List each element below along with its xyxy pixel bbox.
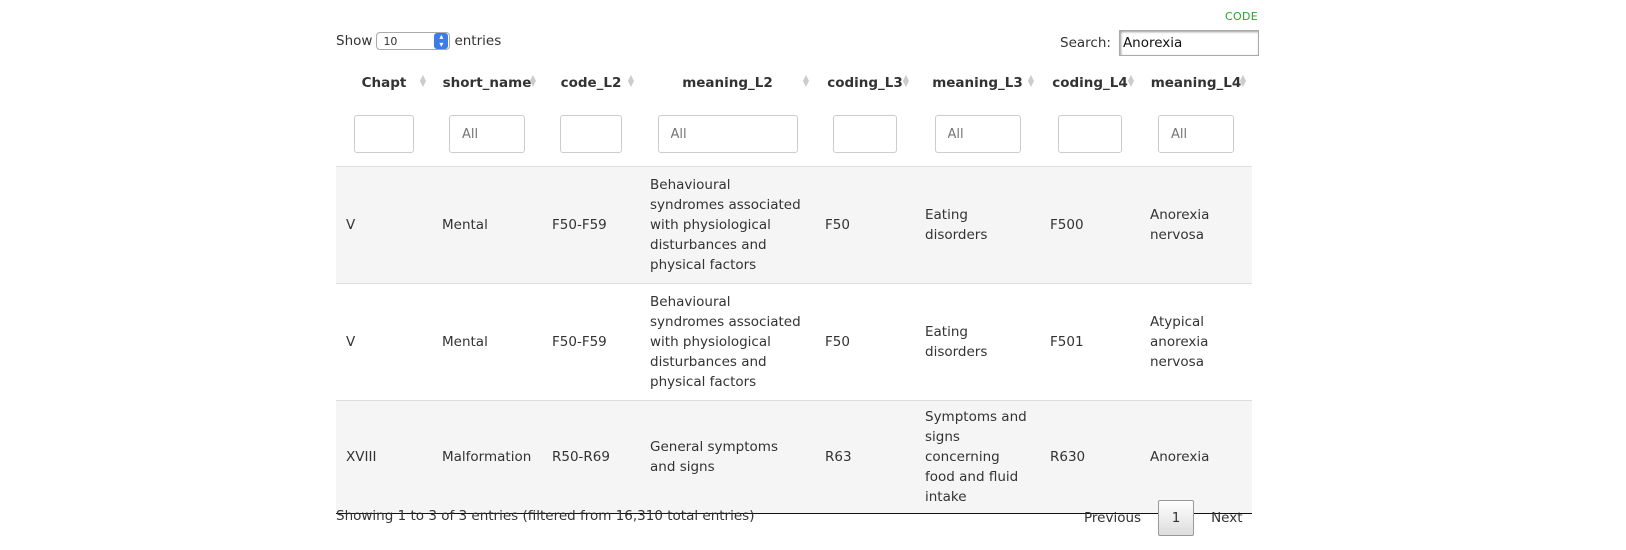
sort-icon: ▲ ▼ — [902, 73, 909, 88]
cell-short-name: Mental — [432, 283, 542, 401]
previous-button[interactable]: Previous — [1084, 510, 1142, 526]
page-1-button[interactable]: 1 — [1158, 500, 1195, 536]
filter-input-meaning-l3[interactable] — [934, 115, 1021, 153]
filter-input-chapt[interactable] — [354, 115, 414, 153]
entries-select-value: 10 — [383, 34, 398, 48]
cell-coding-l4: R630 — [1040, 400, 1140, 514]
column-header-label: coding_L3 — [827, 75, 903, 91]
sort-icon: ▲ ▼ — [419, 73, 426, 88]
cell-meaning-l4: Anorexia nervosa — [1140, 166, 1252, 284]
sort-icon: ▲ ▼ — [1127, 73, 1134, 88]
column-header-label: meaning_L3 — [932, 75, 1023, 91]
table-row[interactable]: V Mental F50-F59 Behavioural syndromes a… — [336, 283, 1252, 401]
cell-meaning-l2: Behavioural syndromes associated with ph… — [640, 283, 815, 401]
table-info: Showing 1 to 3 of 3 entries (filtered fr… — [336, 508, 755, 524]
column-header-chapt[interactable]: Chapt ▲ ▼ — [336, 64, 432, 102]
pagination: Previous 1 Next — [1072, 500, 1255, 536]
column-header-short-name[interactable]: short_name ▲ ▼ — [432, 64, 542, 102]
cell-coding-l4: F501 — [1040, 283, 1140, 401]
select-arrows-icon: ▴ ▾ — [434, 33, 449, 49]
cell-meaning-l4: Anorexia — [1140, 400, 1252, 514]
filter-row — [336, 102, 1252, 167]
column-header-label: meaning_L2 — [682, 75, 773, 91]
cell-code-l2: F50-F59 — [542, 166, 640, 284]
cell-short-name: Malformation — [432, 400, 542, 514]
column-header-label: meaning_L4 — [1150, 75, 1242, 91]
search-box: Search: — [1060, 30, 1259, 56]
column-header-meaning-l3[interactable]: meaning_L3 ▲ ▼ — [915, 64, 1040, 102]
filter-input-code-l2[interactable] — [560, 115, 622, 153]
sort-icon: ▲ ▼ — [529, 73, 536, 88]
cell-meaning-l3: Eating disorders — [915, 283, 1040, 401]
column-header-coding-l4[interactable]: coding_L4 ▲ ▼ — [1040, 64, 1140, 102]
column-header-meaning-l2[interactable]: meaning_L2 ▲ ▼ — [640, 64, 815, 102]
filter-input-coding-l3[interactable] — [833, 115, 897, 153]
search-label: Search: — [1060, 35, 1111, 51]
column-header-label: Chapt — [361, 75, 407, 91]
filter-input-short-name[interactable] — [449, 115, 525, 153]
data-table: Chapt ▲ ▼ short_name ▲ ▼ code_L2 ▲ ▼ meaning_L… — [336, 64, 1252, 514]
cell-meaning-l4: Atypical anorexia nervosa — [1140, 283, 1252, 401]
filter-input-coding-l4[interactable] — [1058, 115, 1122, 153]
table-row[interactable]: XVIII Malformation R50-R69 General sympt… — [336, 400, 1252, 514]
cell-meaning-l3: Symptoms and signs concerning food and f… — [915, 400, 1040, 514]
column-header-meaning-l4[interactable]: meaning_L4 ▲ ▼ — [1140, 64, 1252, 102]
cell-coding-l3: F50 — [815, 283, 915, 401]
filter-input-meaning-l2[interactable] — [657, 115, 798, 153]
length-menu: Show 10 ▴ ▾ entries — [336, 32, 501, 50]
column-header-coding-l3[interactable]: coding_L3 ▲ ▼ — [815, 64, 915, 102]
cell-meaning-l2: Behavioural syndromes associated with ph… — [640, 166, 815, 284]
column-header-label: coding_L4 — [1052, 75, 1128, 91]
cell-chapt: V — [336, 166, 432, 284]
cell-meaning-l2: General symptoms and signs — [640, 400, 815, 514]
entries-select[interactable]: 10 ▴ ▾ — [376, 32, 451, 50]
cell-chapt: V — [336, 283, 432, 401]
cell-coding-l4: F500 — [1040, 166, 1140, 284]
sort-icon: ▲ ▼ — [1239, 73, 1246, 88]
column-header-label: code_L2 — [560, 75, 622, 91]
code-link[interactable]: CODE — [1225, 10, 1258, 23]
cell-chapt: XVIII — [336, 400, 432, 514]
entries-label: entries — [454, 33, 502, 49]
next-button[interactable]: Next — [1211, 510, 1243, 526]
header-row: Chapt ▲ ▼ short_name ▲ ▼ code_L2 ▲ ▼ meaning_L… — [336, 64, 1252, 102]
show-label: Show — [336, 33, 373, 49]
cell-meaning-l3: Eating disorders — [915, 166, 1040, 284]
cell-coding-l3: F50 — [815, 166, 915, 284]
cell-code-l2: F50-F59 — [542, 283, 640, 401]
column-header-label: short_name — [442, 75, 532, 91]
sort-icon: ▲ ▼ — [627, 73, 634, 88]
cell-code-l2: R50-R69 — [542, 400, 640, 514]
filter-input-meaning-l4[interactable] — [1158, 115, 1234, 153]
cell-coding-l3: R63 — [815, 400, 915, 514]
sort-icon: ▲ ▼ — [802, 73, 809, 88]
cell-short-name: Mental — [432, 166, 542, 284]
column-header-code-l2[interactable]: code_L2 ▲ ▼ — [542, 64, 640, 102]
search-input[interactable] — [1118, 30, 1259, 56]
table-row[interactable]: V Mental F50-F59 Behavioural syndromes a… — [336, 166, 1252, 284]
sort-icon: ▲ ▼ — [1027, 73, 1034, 88]
